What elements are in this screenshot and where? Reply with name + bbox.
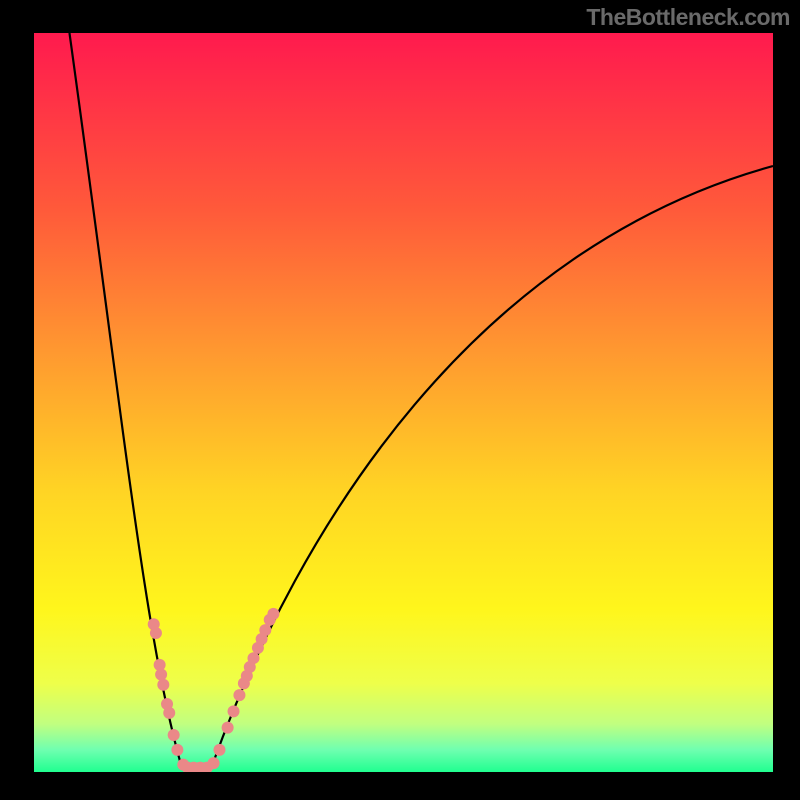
data-point [233,689,245,701]
data-point [247,652,259,664]
data-point [155,668,167,680]
data-point [267,608,279,620]
data-point [222,722,234,734]
data-point [168,729,180,741]
data-point [157,679,169,691]
data-point [213,744,225,756]
data-point [259,624,271,636]
data-point [171,744,183,756]
data-point [228,705,240,717]
bottleneck-chart-svg [0,0,800,800]
data-point [208,757,220,769]
gradient-background [34,33,773,772]
data-point [163,707,175,719]
watermark-text: TheBottleneck.com [586,4,790,31]
chart-frame: TheBottleneck.com [0,0,800,800]
data-point [150,627,162,639]
